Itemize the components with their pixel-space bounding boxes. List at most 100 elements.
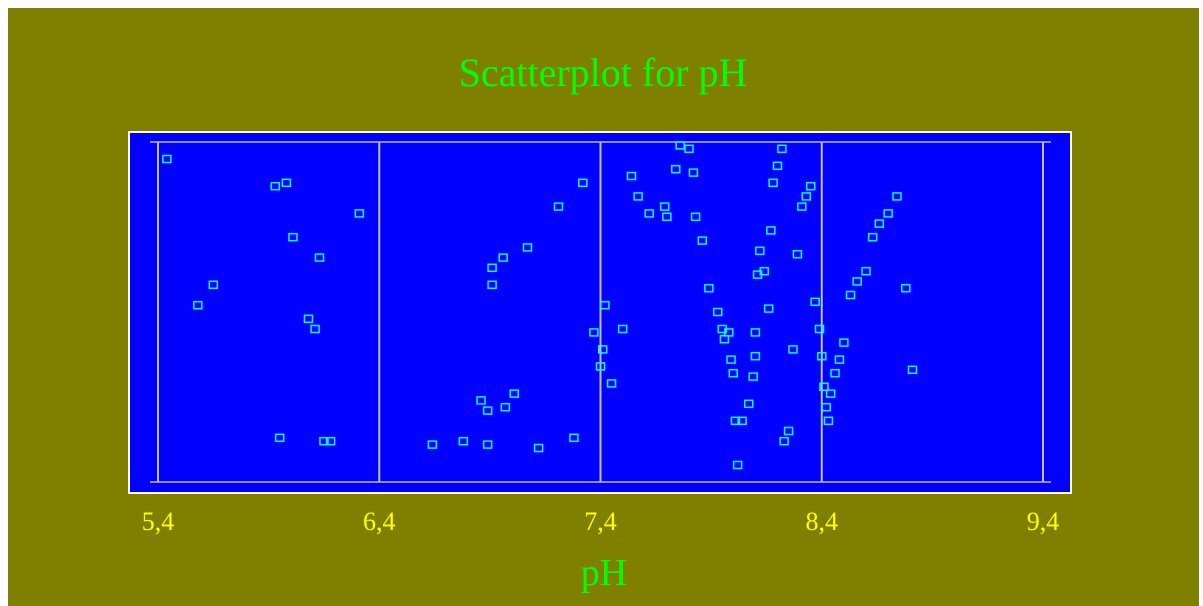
scatter-point [354, 209, 365, 218]
x-tick-label: 6,4 [363, 507, 396, 536]
scatter-point [314, 253, 325, 262]
scatter-point [732, 460, 743, 470]
scatter-point [476, 396, 486, 405]
scatter-point [728, 368, 738, 378]
scatter-point [690, 212, 701, 222]
scatter-point [726, 355, 736, 364]
scatter-point [684, 144, 694, 154]
scatter-point [874, 219, 885, 228]
scatter-point [834, 355, 845, 364]
scatter-point [861, 266, 871, 276]
scatter-point [509, 389, 519, 398]
x-tick-label: 5,4 [142, 507, 175, 536]
scatter-point [839, 338, 849, 347]
scatter-point [892, 192, 902, 201]
scatter-point [852, 277, 862, 286]
x-tick-label: 9,4 [1027, 507, 1060, 536]
scatter-point [626, 171, 637, 181]
scatter-point [482, 440, 493, 449]
scatter-point [748, 372, 758, 381]
scatter-point [688, 168, 699, 177]
data-points [162, 141, 918, 470]
scatter-point [845, 290, 856, 300]
scatter-point [644, 209, 654, 218]
scatter-point [830, 368, 840, 378]
scatter-point [792, 249, 803, 259]
scatter-point [907, 365, 918, 375]
scatter-point [783, 426, 794, 436]
scatter-point [319, 436, 329, 446]
scatter-point [750, 351, 761, 361]
scatter-point [288, 232, 298, 242]
scatter-point [724, 328, 734, 337]
scatter-point [303, 314, 314, 324]
scatter-point [617, 324, 628, 334]
scatter-point [772, 161, 783, 171]
scatter-point [779, 436, 789, 446]
scatter-chart: Scatterplot for pH 5,4 6,4 7,4 8,4 9,4 pH [128, 50, 1072, 594]
scatter-point [606, 379, 617, 388]
scatter-point [208, 280, 219, 290]
scatter-point [162, 154, 172, 164]
scatter-point [569, 433, 579, 443]
scatter-point [675, 141, 685, 150]
scatter-point [281, 178, 292, 188]
scatter-point [533, 443, 544, 453]
scatter-point [427, 440, 438, 449]
scatter-point [589, 328, 599, 337]
x-axis-ticks: 5,4 6,4 7,4 8,4 9,4 [142, 507, 1060, 536]
scatter-point [633, 192, 643, 201]
grid-lines [150, 141, 1051, 483]
scatter-point [750, 328, 761, 337]
scatter-point [797, 202, 807, 211]
chart-frame: Scatterplot for pH 5,4 6,4 7,4 8,4 9,4 pH [8, 8, 1199, 606]
scatter-point [763, 304, 774, 313]
scatter-point [819, 382, 829, 392]
scatter-point [805, 181, 816, 191]
x-tick-label: 7,4 [584, 507, 617, 536]
scatter-point [487, 263, 497, 273]
scatter-point [697, 236, 708, 245]
scatter-point [821, 402, 831, 412]
scatter-point [595, 362, 606, 371]
scatter-point [597, 345, 608, 354]
scatter-point [600, 300, 610, 310]
scatter-point [659, 202, 670, 211]
scatter-point [743, 399, 754, 409]
scatter-point [737, 416, 747, 426]
scatter-point [458, 436, 469, 446]
scatter-point [825, 389, 836, 398]
scatter-point [759, 266, 769, 276]
scatter-point [901, 283, 911, 293]
scatter-point [755, 246, 765, 256]
scatter-point [310, 324, 320, 334]
scatter-point [325, 436, 336, 446]
scatter-point [883, 209, 893, 218]
x-axis-label: pH [581, 552, 627, 594]
scatter-point [487, 280, 497, 290]
scatter-point [500, 402, 511, 412]
scatter-point [274, 433, 285, 443]
scatter-point [522, 243, 533, 252]
scatter-point [498, 253, 508, 262]
scatter-point [482, 406, 493, 415]
scatter-point [662, 212, 672, 222]
scatter-point [823, 416, 834, 426]
chart-title: Scatterplot for pH [459, 50, 748, 95]
scatter-point [768, 178, 778, 188]
x-tick-label: 8,4 [806, 507, 839, 536]
scatter-point [777, 144, 787, 154]
scatter-point [193, 300, 203, 310]
scatter-point [817, 351, 827, 361]
scatter-point [788, 345, 798, 354]
scatter-point [670, 164, 681, 174]
scatter-point [553, 202, 564, 211]
scatter-point [578, 178, 588, 188]
scatter-point [814, 324, 825, 334]
scatter-point [713, 307, 723, 317]
scatter-point [801, 192, 812, 201]
scatter-point [704, 283, 714, 293]
scatter-point [867, 232, 878, 242]
scatter-point [766, 226, 776, 235]
scatter-point [270, 181, 281, 191]
